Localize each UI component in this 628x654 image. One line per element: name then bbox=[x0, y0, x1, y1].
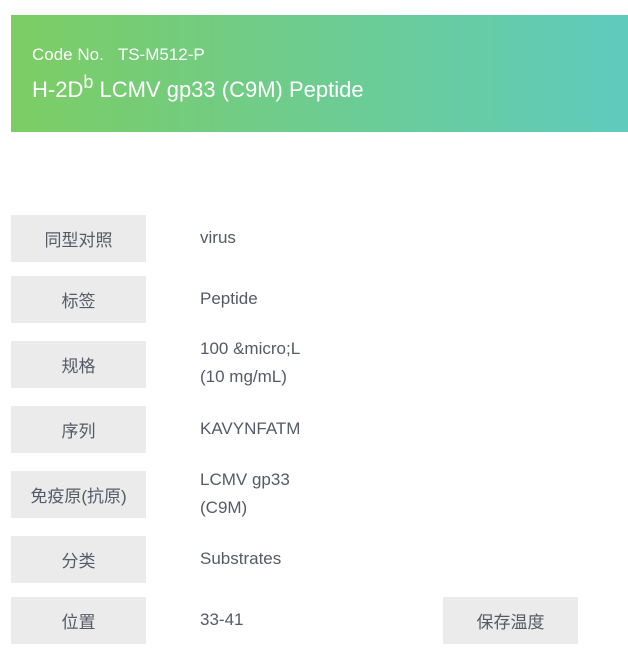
label-immunogen: 免疫原(抗原) bbox=[11, 471, 146, 518]
product-title: H-2Db LCMV gp33 (C9M) Peptide bbox=[32, 73, 364, 103]
value-tag: Peptide bbox=[200, 289, 258, 308]
value-size-line1: 100 &micro;L bbox=[200, 339, 301, 358]
title-rest: LCMV gp33 (C9M) Peptide bbox=[93, 77, 364, 102]
product-header: Code No. TS-M512-P H-2Db LCMV gp33 (C9M) … bbox=[11, 15, 628, 132]
value-immunogen: LCMV gp33 (C9M) bbox=[200, 466, 290, 522]
label-size: 规格 bbox=[11, 341, 146, 388]
value-sequence: KAVYNFATM bbox=[200, 419, 301, 438]
title-superscript: b bbox=[83, 72, 94, 92]
value-immunogen-line1: LCMV gp33 bbox=[200, 470, 290, 489]
code-label: Code No. bbox=[32, 45, 104, 64]
value-size: 100 &micro;L (10 mg/mL) bbox=[200, 335, 300, 391]
label-sequence: 序列 bbox=[11, 406, 146, 453]
label-tag: 标签 bbox=[11, 276, 146, 323]
label-category: 分类 bbox=[11, 536, 146, 583]
title-prefix: H-2D bbox=[32, 77, 84, 102]
code-number: Code No. TS-M512-P bbox=[32, 45, 205, 65]
value-position: 33-41 bbox=[200, 610, 244, 629]
label-isotype: 同型对照 bbox=[11, 215, 146, 262]
label-storage-temperature: 保存温度 bbox=[443, 597, 578, 644]
code-value: TS-M512-P bbox=[117, 45, 205, 64]
label-position: 位置 bbox=[11, 597, 146, 644]
value-immunogen-line2: (C9M) bbox=[200, 498, 248, 517]
value-isotype: virus bbox=[200, 228, 236, 247]
value-size-line2: (10 mg/mL) bbox=[200, 367, 287, 386]
value-category: Substrates bbox=[200, 549, 282, 568]
